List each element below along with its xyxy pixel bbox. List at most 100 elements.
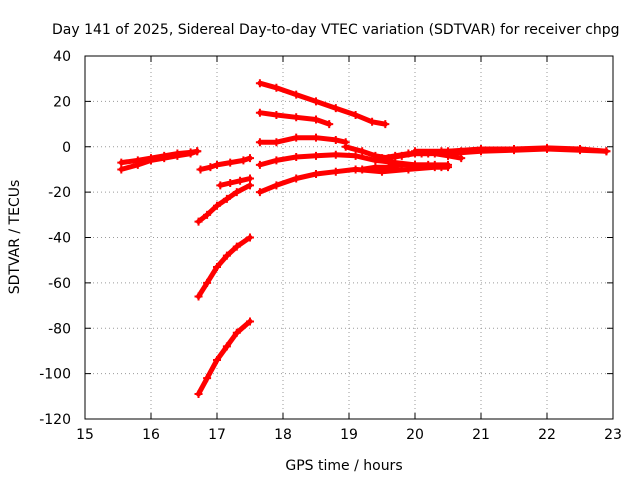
data-point-marker	[371, 163, 380, 172]
series-arc-7	[194, 317, 254, 399]
series-arc-10	[255, 133, 350, 147]
y-tick-label: -120	[39, 412, 71, 428]
series-arc-2	[117, 147, 202, 167]
y-tick-label: 0	[62, 140, 71, 156]
x-tick-label: 21	[472, 427, 490, 443]
data-point-marker	[292, 113, 301, 122]
y-tick-label: -40	[48, 231, 71, 247]
data-point-marker	[371, 151, 380, 160]
y-tick-label: -20	[48, 185, 71, 201]
y-tick-label: 40	[53, 49, 71, 65]
data-point-marker	[424, 160, 433, 169]
data-point-marker	[194, 390, 203, 399]
data-point-marker	[147, 154, 155, 163]
series-arc-6	[194, 233, 254, 301]
data-point-marker	[351, 110, 360, 119]
data-point-marker	[255, 79, 264, 88]
data-point-marker	[160, 151, 169, 160]
data-point-marker	[222, 342, 231, 351]
data-point-marker	[404, 149, 413, 158]
series-line	[217, 176, 253, 188]
x-tick-label: 17	[208, 427, 226, 443]
data-point-marker	[411, 147, 419, 156]
data-point-marker	[312, 97, 320, 106]
data-point-marker	[312, 151, 320, 160]
axes-ticks: 15 16 17 18 19 20 21 22 23 -120 -100 -80 -60 -40 -20 0 2…	[39, 49, 622, 443]
data-point-marker	[312, 169, 320, 178]
data-point-marker	[206, 163, 215, 172]
x-tick-label: 15	[76, 427, 94, 443]
data-point-marker	[381, 120, 390, 129]
y-tick-label: -80	[48, 321, 71, 337]
data-point-marker	[213, 160, 221, 169]
data-point-marker	[358, 147, 367, 156]
data-point-marker	[216, 181, 225, 190]
x-tick-label: 18	[274, 427, 292, 443]
data-point-marker	[272, 110, 281, 119]
series-line	[257, 164, 451, 195]
x-tick-label: 23	[604, 427, 622, 443]
y-tick-label: -100	[39, 367, 71, 383]
chart-title: Day 141 of 2025, Sidereal Day-to-day VTE…	[52, 22, 620, 38]
data-point-marker	[331, 150, 340, 159]
data-point-marker	[186, 148, 195, 157]
data-point-marker	[397, 160, 406, 169]
series-line	[196, 318, 253, 397]
data-point-marker	[391, 151, 400, 160]
series-line	[196, 235, 253, 299]
data-point-marker	[411, 160, 419, 169]
y-axis-label: SDTVAR / TECUs	[7, 180, 23, 295]
data-point-marker	[173, 149, 182, 158]
data-point-marker	[246, 317, 254, 326]
data-point-marker	[378, 154, 386, 163]
series-arc-4	[216, 174, 254, 190]
series-arc-15	[358, 160, 446, 174]
data-point-marker	[213, 356, 221, 365]
data-point-marker	[193, 147, 202, 156]
data-point-marker	[232, 328, 241, 337]
data-point-marker	[196, 165, 205, 174]
data-point-marker	[272, 138, 281, 147]
data-point-marker	[351, 151, 360, 160]
series-line	[445, 146, 609, 157]
data-point-marker	[226, 179, 235, 188]
data-point-marker	[358, 165, 367, 174]
data-point-marker	[368, 117, 377, 126]
data-point-marker	[292, 90, 301, 99]
data-point-marker	[226, 158, 235, 167]
data-point-marker	[194, 292, 203, 301]
data-point-marker	[312, 115, 320, 124]
series-group	[117, 79, 611, 399]
data-point-marker	[203, 374, 212, 383]
data-point-marker	[272, 83, 281, 92]
x-tick-label: 22	[538, 427, 556, 443]
data-point-marker	[325, 120, 334, 129]
y-tick-label: 20	[53, 94, 71, 110]
data-point-marker	[232, 242, 241, 251]
data-point-marker	[213, 201, 221, 210]
data-point-marker	[272, 181, 281, 190]
series-arc-5	[194, 181, 254, 226]
series-line	[257, 80, 388, 127]
x-axis-label: GPS time / hours	[285, 458, 402, 474]
data-point-marker	[117, 158, 126, 167]
series-line	[196, 182, 253, 225]
series-arc-9	[255, 108, 334, 129]
data-point-marker	[236, 176, 245, 185]
data-point-marker	[117, 165, 126, 174]
data-point-marker	[602, 147, 611, 156]
data-point-marker	[246, 154, 254, 163]
data-point-marker	[232, 188, 241, 197]
data-point-marker	[543, 145, 551, 154]
data-point-marker	[457, 154, 466, 163]
data-point-marker	[272, 156, 281, 165]
data-point-marker	[255, 138, 264, 147]
data-point-marker	[292, 152, 301, 161]
data-point-marker	[437, 163, 446, 172]
x-tick-label: 20	[406, 427, 424, 443]
data-point-marker	[194, 217, 203, 226]
data-point-marker	[384, 163, 393, 172]
data-point-marker	[246, 181, 254, 190]
